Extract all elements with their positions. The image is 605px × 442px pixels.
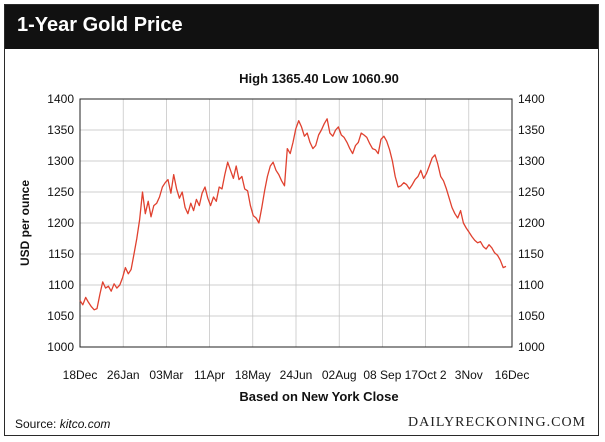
x-axis: 18Dec 26Jan 03Mar 11Apr 18May 24Jun 02Aug 08 Se…	[63, 368, 530, 382]
grid	[79, 98, 513, 348]
y-tick-label-right: 1300	[518, 154, 545, 168]
chart-title: 1-Year Gold Price	[17, 14, 183, 36]
y-tick-label-right: 1400	[518, 92, 545, 106]
x-tick-label: 17Oct 2	[405, 368, 447, 382]
y-tick-label-right: 1200	[518, 216, 545, 230]
y-tick-label-left: 1200	[47, 216, 74, 230]
y-tick-label-left: 1100	[48, 278, 74, 292]
y-tick-label-left: 1250	[47, 185, 74, 199]
x-tick-label: 02Aug	[322, 368, 357, 382]
y-tick-label-left: 1150	[48, 247, 74, 261]
y-axis: 1000 1000 1050 1050 1100 1100 1150 1150 1200 1200…	[47, 92, 545, 354]
chart-frame: 1-Year Gold Price High 1365.40 Low 1060.…	[4, 4, 599, 436]
y-tick-label-right: 1250	[518, 185, 545, 199]
x-tick-label: 18May	[235, 368, 271, 382]
x-tick-label: 18Dec	[63, 368, 98, 382]
source-prefix: Source:	[15, 417, 60, 431]
y-tick-label-right: 1150	[518, 247, 544, 261]
y-tick-label-right: 1100	[518, 278, 544, 292]
y-tick-label-right: 1000	[518, 340, 545, 354]
price-series-line	[79, 118, 507, 311]
source-note: Source: kitco.com	[15, 417, 110, 431]
x-tick-label: 16Dec	[495, 368, 530, 382]
x-tick-label: 11Apr	[194, 368, 225, 382]
y-tick-label-left: 1400	[47, 92, 74, 106]
y-tick-label-right: 1050	[518, 309, 545, 323]
plot-border	[79, 98, 513, 348]
x-tick-label: 08 Sep	[363, 368, 401, 382]
x-tick-label: 3Nov	[455, 368, 483, 382]
y-tick-label-right: 1350	[518, 123, 545, 137]
x-axis-label: Based on New York Close	[239, 389, 398, 404]
y-tick-label-left: 1300	[47, 154, 74, 168]
chart-header: 1-Year Gold Price	[5, 5, 598, 49]
y-axis-label: USD per ounce	[18, 180, 32, 266]
x-tick-label: 26Jan	[107, 368, 140, 382]
x-tick-label: 03Mar	[149, 368, 183, 382]
x-tick-label: 24Jun	[280, 368, 313, 382]
chart-subtitle: High 1365.40 Low 1060.90	[239, 71, 399, 86]
y-tick-label-left: 1050	[47, 309, 74, 323]
y-tick-label-left: 1350	[47, 123, 74, 137]
line-chart: High 1365.40 Low 1060.90 1000 1000 1050 105…	[18, 71, 545, 404]
y-tick-label-left: 1000	[47, 340, 74, 354]
source-name: kitco.com	[59, 417, 111, 431]
watermark: DAILYRECKONING.COM	[408, 415, 586, 430]
